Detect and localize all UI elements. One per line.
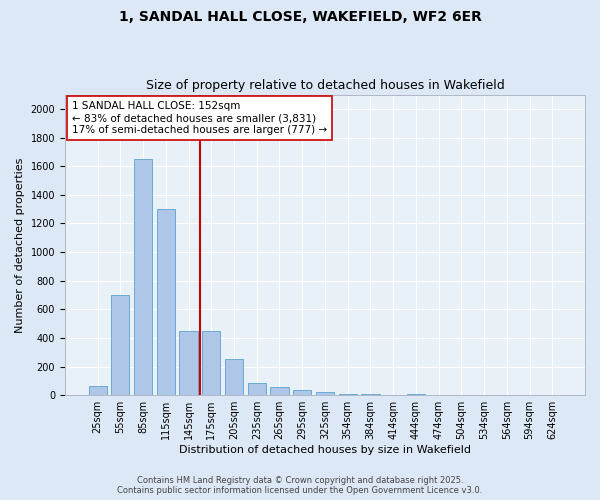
Bar [338, 394, 357, 395]
Bar [316, 392, 334, 395]
Text: 1 SANDAL HALL CLOSE: 152sqm
← 83% of detached houses are smaller (3,831)
17% of : 1 SANDAL HALL CLOSE: 152sqm ← 83% of det… [72, 102, 327, 134]
Bar [179, 331, 197, 395]
X-axis label: Distribution of detached houses by size in Wakefield: Distribution of detached houses by size … [179, 445, 471, 455]
Bar [271, 388, 289, 395]
Text: 1, SANDAL HALL CLOSE, WAKEFIELD, WF2 6ER: 1, SANDAL HALL CLOSE, WAKEFIELD, WF2 6ER [119, 10, 481, 24]
Bar [361, 394, 380, 395]
Bar [225, 358, 243, 395]
Bar [111, 295, 130, 395]
Bar [248, 383, 266, 395]
Bar [293, 390, 311, 395]
Title: Size of property relative to detached houses in Wakefield: Size of property relative to detached ho… [146, 79, 505, 92]
Bar [134, 159, 152, 395]
Text: Contains HM Land Registry data © Crown copyright and database right 2025.
Contai: Contains HM Land Registry data © Crown c… [118, 476, 482, 495]
Bar [202, 331, 220, 395]
Bar [157, 209, 175, 395]
Y-axis label: Number of detached properties: Number of detached properties [15, 157, 25, 332]
Bar [89, 386, 107, 395]
Bar [407, 394, 425, 395]
